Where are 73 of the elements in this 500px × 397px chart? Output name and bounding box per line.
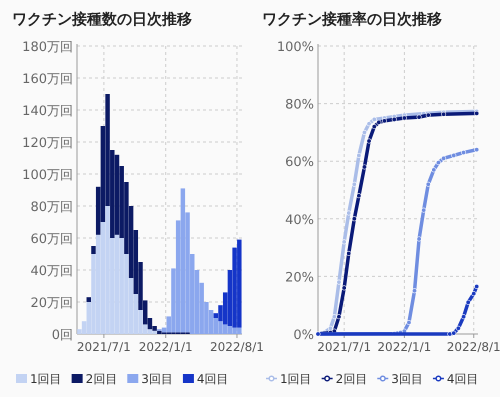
point bbox=[436, 160, 441, 166]
point bbox=[352, 182, 357, 187]
legend-label: 2回目 bbox=[336, 372, 368, 386]
point bbox=[474, 284, 480, 289]
legend-label: 1回目 bbox=[280, 372, 312, 386]
legend-label: 3回目 bbox=[141, 372, 173, 386]
point bbox=[441, 156, 446, 161]
point bbox=[356, 152, 362, 158]
point bbox=[474, 147, 480, 152]
y-tick-label: 0% bbox=[293, 328, 314, 343]
point bbox=[402, 116, 407, 120]
legend-label: 2回目 bbox=[86, 372, 118, 386]
bar bbox=[91, 246, 96, 254]
y-tick-label: 20万回 bbox=[30, 296, 73, 311]
y-tick-label: 80万回 bbox=[30, 200, 73, 215]
y-tick-label: 60万回 bbox=[30, 232, 73, 247]
y-tick-label: 80% bbox=[285, 98, 314, 113]
y-tick-label: 100% bbox=[276, 40, 314, 55]
point bbox=[466, 300, 471, 305]
point bbox=[456, 326, 461, 331]
x-tick-label: 2022/8/1 bbox=[210, 340, 264, 354]
point bbox=[356, 193, 362, 198]
point bbox=[346, 210, 352, 216]
point bbox=[451, 330, 456, 336]
x-tick-label: 2021/7/1 bbox=[76, 340, 131, 354]
chart-title: ワクチン接種数の日次推移 bbox=[12, 10, 192, 28]
point bbox=[392, 116, 397, 122]
legend-label: 1回目 bbox=[30, 372, 62, 386]
point bbox=[336, 314, 342, 320]
y-tick-label: 20% bbox=[285, 270, 314, 286]
y-tick-label: 0回 bbox=[52, 328, 73, 343]
legend-label: 4回目 bbox=[196, 372, 229, 386]
point bbox=[366, 121, 372, 126]
y-tick-label: 160万回 bbox=[22, 72, 73, 87]
y-tick-label: 140万回 bbox=[22, 104, 73, 119]
point bbox=[366, 138, 372, 144]
point bbox=[352, 216, 357, 222]
point bbox=[362, 130, 367, 135]
x-tick-label: 2022/1/1 bbox=[377, 340, 432, 354]
point bbox=[362, 164, 367, 170]
legend-label: 4回目 bbox=[446, 372, 479, 386]
point bbox=[421, 208, 426, 213]
point bbox=[416, 236, 422, 242]
y-tick-label: 40% bbox=[285, 212, 314, 228]
point bbox=[431, 167, 436, 172]
y-tick-label: 180万回 bbox=[22, 40, 73, 55]
point bbox=[382, 118, 387, 124]
point bbox=[342, 239, 347, 244]
point bbox=[372, 124, 377, 130]
y-tick-label: 40万回 bbox=[30, 264, 73, 279]
point bbox=[346, 250, 352, 256]
y-tick-label: 60% bbox=[285, 155, 314, 170]
legend-label: 3回目 bbox=[391, 372, 423, 386]
x-tick-label: 2021/7/1 bbox=[317, 340, 372, 354]
point bbox=[328, 326, 333, 331]
point bbox=[426, 112, 431, 118]
point bbox=[376, 120, 382, 125]
y-tick-label: 100万回 bbox=[22, 168, 73, 183]
point bbox=[461, 150, 466, 156]
y-tick-label: 120万回 bbox=[22, 136, 73, 151]
point bbox=[426, 182, 431, 187]
point bbox=[406, 320, 412, 325]
chart-title: ワクチン接種率の日次推移 bbox=[262, 10, 442, 28]
point bbox=[416, 114, 422, 120]
point bbox=[447, 332, 452, 336]
x-tick-label: 2022/1/1 bbox=[138, 340, 193, 354]
point bbox=[342, 285, 347, 290]
x-tick-label: 2022/8/1 bbox=[446, 340, 500, 354]
point bbox=[461, 314, 466, 320]
point bbox=[451, 152, 456, 158]
point bbox=[332, 314, 337, 320]
point bbox=[471, 291, 476, 296]
bar bbox=[86, 297, 91, 302]
